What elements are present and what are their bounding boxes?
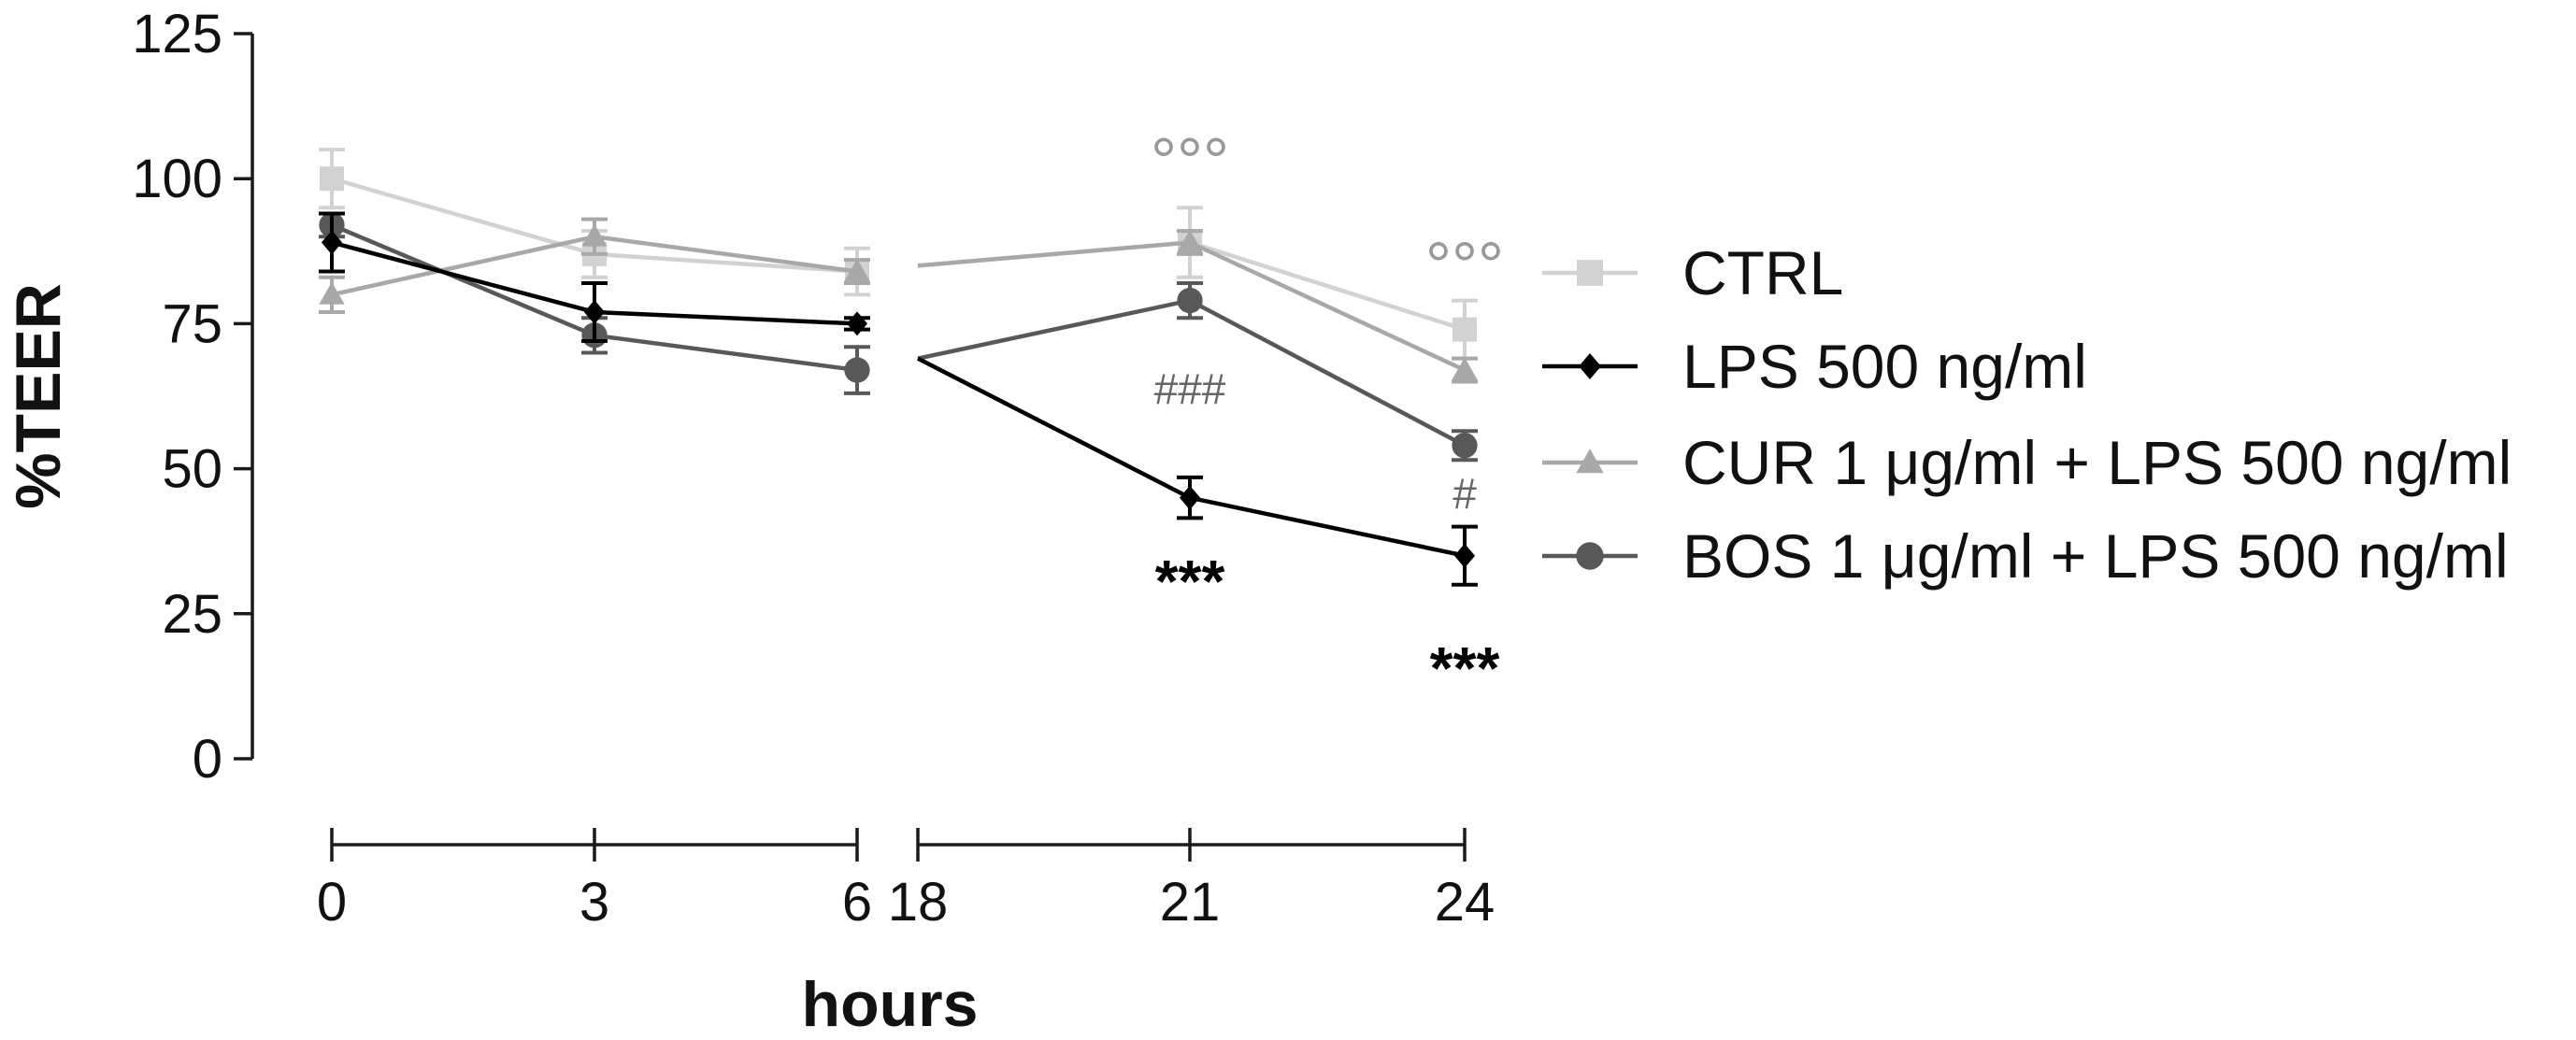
data-point xyxy=(844,357,870,383)
data-point xyxy=(583,299,606,324)
x-tick-label: 24 xyxy=(1435,872,1496,933)
legend-marker xyxy=(1576,449,1604,474)
data-point xyxy=(1452,357,1478,380)
x-axis-title: hours xyxy=(802,969,979,1040)
data-point xyxy=(844,258,870,281)
legend-marker xyxy=(1576,542,1604,570)
significance-annotations: °°°°°°####****** xyxy=(1151,124,1504,702)
legend-item: CTRL xyxy=(1542,238,1843,307)
legend-item: LPS 500 ng/ml xyxy=(1542,332,2087,401)
x-tick-label: 18 xyxy=(888,872,949,933)
significance-label: °°° xyxy=(1151,124,1229,197)
data-point xyxy=(1452,433,1478,459)
data-point xyxy=(320,166,344,192)
data-point xyxy=(1453,317,1477,342)
series-layer xyxy=(319,148,1478,587)
data-point xyxy=(1177,229,1203,252)
y-ticks: 0 25 50 75 100 125 xyxy=(132,4,252,790)
x-ticks: 0 3 6 18 21 24 xyxy=(317,828,1495,933)
series-1 xyxy=(319,211,1478,587)
legend-label: CUR 1 μg/ml + LPS 500 ng/ml xyxy=(1682,428,2512,497)
data-point xyxy=(319,281,345,305)
legend-item: BOS 1 μg/ml + LPS 500 ng/ml xyxy=(1542,521,2509,591)
data-point xyxy=(581,223,608,247)
significance-label: ### xyxy=(1154,365,1226,414)
y-tick-label: 75 xyxy=(162,293,222,354)
data-point xyxy=(846,311,868,336)
y-axis-title: %TEER xyxy=(3,283,74,509)
significance-label: *** xyxy=(1155,548,1225,615)
legend-marker xyxy=(1577,260,1603,286)
y-tick-label: 50 xyxy=(162,439,222,500)
x-tick-label: 21 xyxy=(1160,872,1221,933)
series-3 xyxy=(319,211,1478,463)
series-2 xyxy=(319,217,1478,384)
data-point xyxy=(1177,287,1203,314)
legend-label: LPS 500 ng/ml xyxy=(1682,332,2087,401)
x-tick-label: 3 xyxy=(580,872,609,933)
significance-label: *** xyxy=(1430,634,1500,702)
y-tick-label: 100 xyxy=(132,149,222,209)
legend-label: CTRL xyxy=(1682,238,1843,307)
y-tick-label: 25 xyxy=(162,584,222,645)
legend: CTRL LPS 500 ng/ml CUR 1 μg/ml + LPS 500 n… xyxy=(1542,238,2512,591)
significance-label: # xyxy=(1453,469,1477,518)
significance-label: °°° xyxy=(1425,229,1504,302)
legend-marker xyxy=(1579,353,1601,379)
legend-label: BOS 1 μg/ml + LPS 500 ng/ml xyxy=(1682,521,2509,591)
x-tick-label: 6 xyxy=(842,872,872,933)
series-0 xyxy=(319,148,1478,361)
data-point xyxy=(1453,543,1476,568)
y-tick-label: 125 xyxy=(132,4,222,64)
data-point xyxy=(321,230,343,255)
x-tick-label: 0 xyxy=(317,872,347,933)
y-tick-label: 0 xyxy=(193,729,222,790)
legend-item: CUR 1 μg/ml + LPS 500 ng/ml xyxy=(1542,428,2512,497)
data-point xyxy=(1179,485,1201,510)
